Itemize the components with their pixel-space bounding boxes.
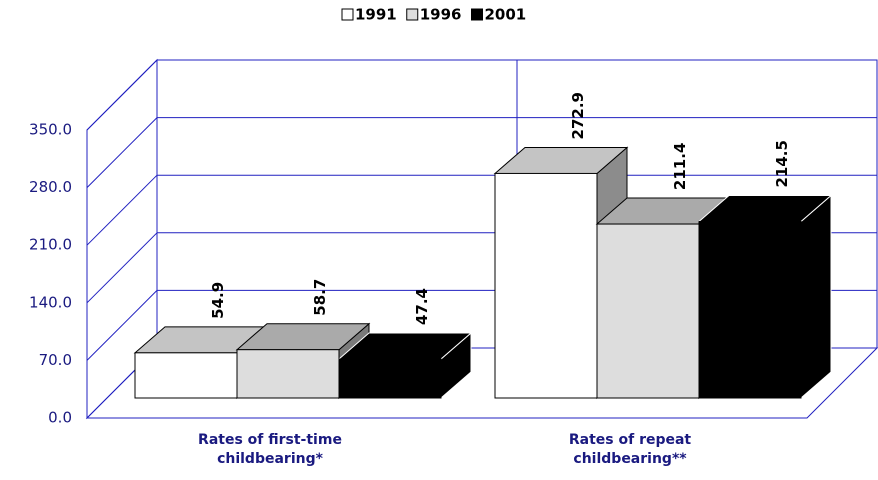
bar (698, 220, 802, 399)
grid-line (86, 59, 158, 131)
legend-swatch (406, 8, 419, 21)
data-label: 58.7 (311, 279, 329, 316)
grid-line (86, 290, 158, 361)
y-tick-label: 70.0 (39, 351, 72, 369)
grid-line (86, 174, 158, 246)
legend-label: 1991 (355, 6, 397, 24)
data-label: 272.9 (569, 92, 587, 139)
data-label: 54.9 (209, 282, 227, 319)
bar (236, 349, 340, 399)
grid-line (86, 232, 158, 304)
legend-label: 2001 (485, 6, 527, 24)
grid-line (86, 117, 158, 188)
legend-swatch (471, 8, 483, 21)
legend-swatch (341, 8, 354, 21)
legend-label: 1996 (420, 6, 462, 24)
bar (494, 172, 598, 399)
bar (596, 223, 700, 399)
x-tick-label: Rates of first-time childbearing* (198, 432, 342, 467)
data-label: 214.5 (773, 140, 791, 187)
y-tick-label: 280.0 (29, 178, 72, 196)
bar-side (800, 194, 832, 400)
data-label: 47.4 (413, 288, 431, 325)
y-tick-label: 0.0 (48, 409, 72, 427)
x-tick-label: Rates of repeat childbearing** (568, 432, 692, 467)
y-tick-label: 350.0 (29, 121, 72, 139)
y-tick-label: 210.0 (29, 236, 72, 254)
y-tick-label: 140.0 (29, 293, 72, 311)
bar (338, 358, 442, 399)
data-label: 211.4 (671, 143, 689, 190)
bar (134, 352, 238, 399)
